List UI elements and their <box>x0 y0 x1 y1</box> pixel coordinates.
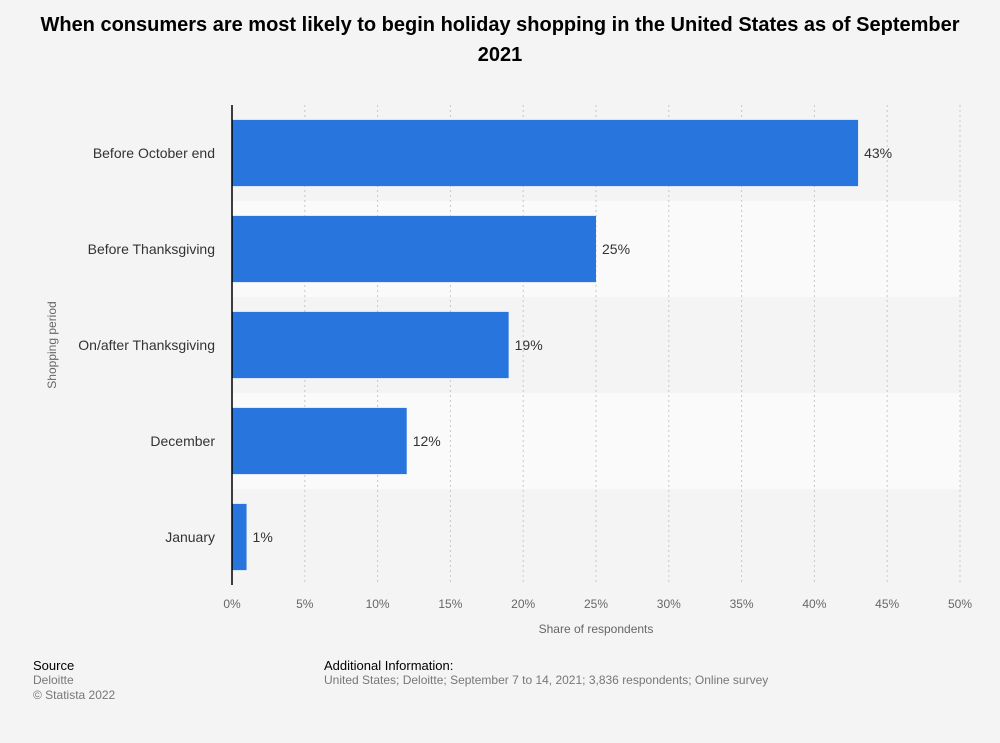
x-tick-label: 40% <box>802 597 826 611</box>
value-label: 43% <box>864 145 892 161</box>
x-axis-title: Share of respondents <box>539 622 654 636</box>
x-tick-label: 20% <box>511 597 535 611</box>
copyright: © Statista 2022 <box>33 688 116 702</box>
bar <box>232 119 859 187</box>
x-tick-label: 45% <box>875 597 899 611</box>
x-tick-label: 35% <box>730 597 754 611</box>
x-tick-label: 0% <box>223 597 241 611</box>
x-tick-label: 5% <box>296 597 314 611</box>
x-tick-labels: 0% 5% 10% 15% 20% 25% 30% 35% 40% 45% 50% <box>223 597 972 611</box>
value-label: 19% <box>515 337 543 353</box>
bar <box>232 215 596 283</box>
bar <box>232 503 247 571</box>
source-name: Deloitte <box>33 673 74 687</box>
bar <box>232 311 509 379</box>
bar <box>232 407 407 475</box>
value-label: 12% <box>413 433 441 449</box>
value-label: 25% <box>602 241 630 257</box>
info-heading: Additional Information: <box>324 658 454 673</box>
x-tick-label: 50% <box>948 597 972 611</box>
x-tick-label: 25% <box>584 597 608 611</box>
bars <box>232 119 859 571</box>
x-tick-label: 30% <box>657 597 681 611</box>
category-label: January <box>165 529 215 545</box>
category-label: Before October end <box>93 145 215 161</box>
category-label: December <box>150 433 215 449</box>
chart-title: When consumers are most likely to begin … <box>40 14 960 66</box>
value-labels: 43% 25% 19% 12% 1% <box>253 145 893 545</box>
x-tick-label: 10% <box>366 597 390 611</box>
source-heading: Source <box>33 658 75 673</box>
category-label: Before Thanksgiving <box>88 241 215 257</box>
additional-info-block: Additional Information: United States; D… <box>324 658 768 688</box>
x-tick-label: 15% <box>438 597 462 611</box>
source-block: Source Deloitte © Statista 2022 <box>33 658 115 703</box>
category-label: On/after Thanksgiving <box>78 337 215 353</box>
value-label: 1% <box>253 529 273 545</box>
info-text: United States; Deloitte; September 7 to … <box>324 673 769 687</box>
category-labels: Before October end Before Thanksgiving On/… <box>78 145 215 545</box>
y-axis-title: Shopping period <box>45 301 59 388</box>
